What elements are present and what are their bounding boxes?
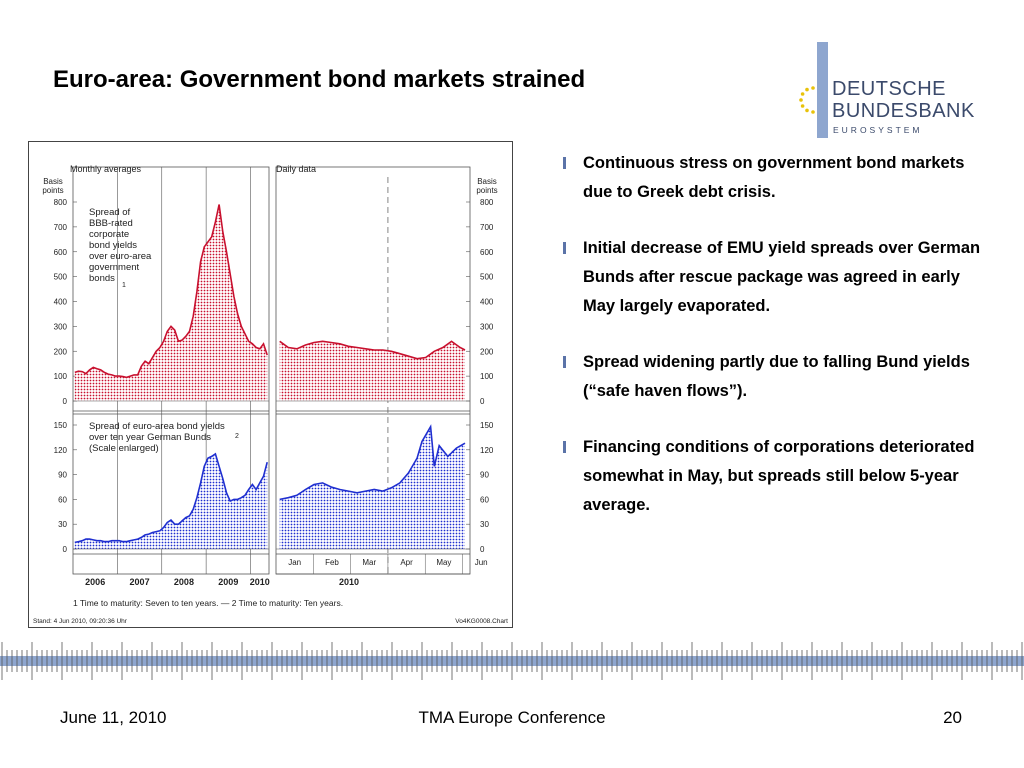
bullet-marker-icon <box>563 242 566 254</box>
y-tick-label: 300 <box>480 322 494 331</box>
y-tick-label: 700 <box>480 223 494 232</box>
year-label: 2010 <box>250 577 270 587</box>
y-tick-label: 30 <box>480 520 489 529</box>
y-tick-label: 100 <box>480 372 494 381</box>
y-tick-label: 90 <box>58 471 67 480</box>
footer-title: TMA Europe Conference <box>418 708 606 727</box>
upper-series-label: bonds <box>89 273 115 284</box>
y-tick-label: 120 <box>54 446 68 455</box>
euro-spread-monthly-line <box>74 452 268 544</box>
slide-title: Euro-area: Government bond markets strai… <box>53 66 586 93</box>
monthly-header: Monthly averages <box>70 164 142 174</box>
y-tick-label: 60 <box>480 495 489 504</box>
upper-series-label: bond yields <box>89 240 137 251</box>
bullet-item: Financing conditions of corporations det… <box>562 433 992 520</box>
bundesbank-logo: DEUTSCHE BUNDESBANK EUROSYSTEM <box>795 40 995 140</box>
y-tick-label: 600 <box>54 248 68 257</box>
month-label: Apr <box>400 558 413 567</box>
right-unit-label: Basis <box>477 177 497 186</box>
bbb-spread-monthly-line <box>74 204 268 379</box>
month-label: Mar <box>362 558 376 567</box>
lower-footnote-marker: 2 <box>235 433 239 440</box>
bullet-list: Continuous stress on government bond mar… <box>562 149 992 547</box>
logo-bar <box>817 42 828 138</box>
right-unit-label: points <box>476 186 497 195</box>
logo-text-eurosystem: EUROSYSTEM <box>833 125 923 135</box>
y-tick-label: 700 <box>54 223 68 232</box>
month-label: Feb <box>325 558 339 567</box>
monthly-panel-frame <box>72 166 270 575</box>
euro-spread-daily-area <box>279 426 465 549</box>
y-tick-label: 400 <box>480 298 494 307</box>
month-label: May <box>436 558 451 567</box>
y-tick-label: 0 <box>63 545 68 554</box>
bbb-spread-monthly-area <box>74 204 268 401</box>
year-label: 2007 <box>130 577 150 587</box>
logo-text-deutsche: DEUTSCHE <box>832 78 947 100</box>
page-number: 20 <box>943 708 962 727</box>
bullet-text: Initial decrease of EMU yield spreads ov… <box>583 239 981 315</box>
bullet-text: Spread widening partly due to falling Bu… <box>583 353 970 400</box>
bullet-text: Continuous stress on government bond mar… <box>583 154 965 201</box>
y-tick-label: 800 <box>54 198 68 207</box>
year-label: 2008 <box>174 577 194 587</box>
decorative-ruler <box>0 642 1024 680</box>
bullet-marker-icon <box>563 157 566 169</box>
month-label: Jun <box>475 558 488 567</box>
daily-year-label: 2010 <box>339 577 359 587</box>
year-label: 2009 <box>218 577 238 587</box>
upper-series-label: over euro-area <box>89 251 152 262</box>
y-tick-label: 120 <box>480 446 494 455</box>
upper-series-label: corporate <box>89 229 129 240</box>
lower-series-label: over ten year German Bunds <box>89 432 211 443</box>
year-label: 2006 <box>85 577 105 587</box>
y-tick-label: 800 <box>480 198 494 207</box>
y-tick-label: 150 <box>54 421 68 430</box>
upper-series-label: BBB-rated <box>89 218 133 229</box>
y-tick-label: 600 <box>480 248 494 257</box>
euro-spread-daily-line <box>279 424 466 501</box>
bullet-item: Initial decrease of EMU yield spreads ov… <box>562 234 992 321</box>
upper-series-label: government <box>89 262 140 273</box>
y-tick-label: 200 <box>54 347 68 356</box>
bullet-marker-icon <box>563 356 566 368</box>
logo-text-bundesbank: BUNDESBANK <box>832 100 975 122</box>
y-tick-label: 300 <box>54 322 68 331</box>
footer-date: June 11, 2010 <box>60 708 167 727</box>
y-tick-label: 0 <box>480 397 485 406</box>
upper-series-label: Spread of <box>89 207 131 218</box>
month-label: Jan <box>288 558 301 567</box>
y-tick-label: 60 <box>58 495 67 504</box>
y-tick-label: 0 <box>63 397 68 406</box>
y-tick-label: 100 <box>54 372 68 381</box>
bbb-spread-daily-line <box>279 340 466 360</box>
left-unit-label: points <box>42 186 63 195</box>
y-tick-label: 500 <box>54 273 68 282</box>
y-tick-label: 0 <box>480 545 485 554</box>
y-tick-label: 200 <box>480 347 494 356</box>
bullet-text: Financing conditions of corporations det… <box>583 438 975 514</box>
y-tick-label: 500 <box>480 273 494 282</box>
daily-header: Daily data <box>276 164 316 174</box>
y-tick-label: 400 <box>54 298 68 307</box>
left-unit-label: Basis <box>43 177 63 186</box>
chart-footnote: 1 Time to maturity: Seven to ten years. … <box>73 598 343 608</box>
chart-stand: Stand: 4 Jun 2010, 09:20:36 Uhr <box>33 618 128 625</box>
lower-series-label: Spread of euro-area bond yields <box>89 421 225 432</box>
y-tick-label: 150 <box>480 421 494 430</box>
bond-spread-chart: Monthly averages Daily dataBasispointsBas… <box>33 164 508 625</box>
lower-series-label: (Scale enlarged) <box>89 443 159 454</box>
chart-id: Vo4KG0008.Chart <box>455 618 508 625</box>
chart-frame: Monthly averages Daily data Basis points Bas… <box>28 141 513 628</box>
y-tick-label: 30 <box>58 520 67 529</box>
bullet-item: Spread widening partly due to falling Bu… <box>562 348 992 406</box>
bullet-marker-icon <box>563 441 566 453</box>
euro-spread-monthly-area <box>74 453 268 549</box>
bbb-spread-daily-area <box>279 341 465 401</box>
y-tick-label: 90 <box>480 471 489 480</box>
bullet-item: Continuous stress on government bond mar… <box>562 149 992 207</box>
upper-footnote-marker: 1 <box>122 282 126 289</box>
